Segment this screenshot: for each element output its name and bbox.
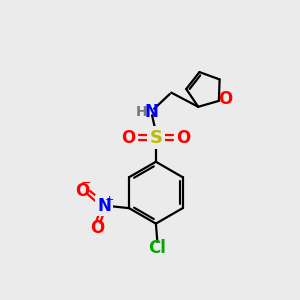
Text: Cl: Cl	[148, 239, 166, 257]
Text: S: S	[149, 129, 162, 147]
Text: −: −	[81, 177, 92, 190]
Text: O: O	[121, 129, 135, 147]
Text: O: O	[218, 90, 232, 108]
Text: +: +	[105, 195, 114, 205]
Text: O: O	[90, 219, 104, 237]
Text: O: O	[75, 182, 89, 200]
Text: N: N	[97, 197, 111, 215]
Text: N: N	[144, 103, 158, 121]
Text: H: H	[135, 105, 147, 119]
Text: O: O	[176, 129, 191, 147]
